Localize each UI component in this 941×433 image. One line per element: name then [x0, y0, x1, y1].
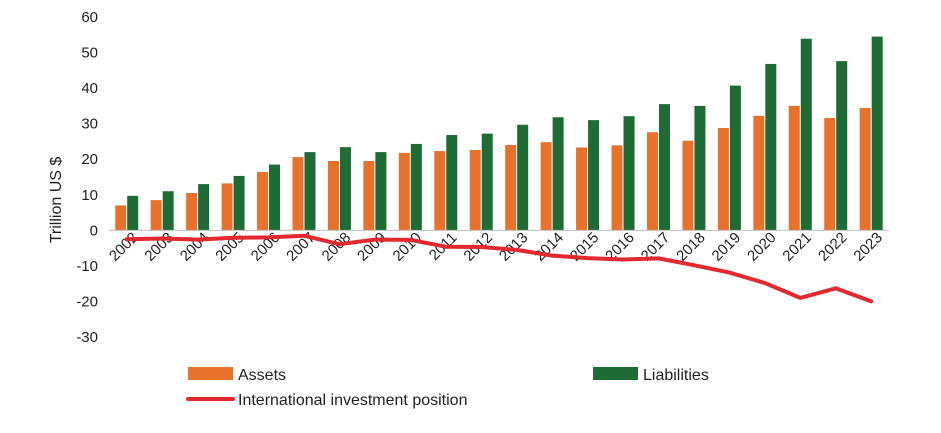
x-tick-label: 2014 [531, 229, 567, 265]
legend-label-assets: Assets [238, 367, 286, 384]
y-tick-label: 30 [81, 116, 98, 133]
bar-liabilities [481, 133, 493, 231]
x-tick-label: 2006 [248, 229, 284, 265]
bar-liabilities [552, 117, 564, 231]
x-tick-label: 2004 [177, 229, 213, 265]
bar-assets [434, 151, 446, 231]
bar-assets [115, 205, 127, 231]
bar-assets [859, 108, 871, 231]
bar-assets [150, 200, 162, 231]
legend: Assets Liabilities International investm… [186, 367, 709, 409]
bar-liabilities [588, 120, 600, 231]
y-tick-label: 50 [81, 45, 98, 62]
x-tick-label: 2009 [354, 229, 390, 265]
bar-liabilities [765, 63, 777, 231]
y-tick-label: 10 [81, 187, 98, 204]
bar-assets [186, 193, 198, 231]
legend-swatch-liabilities [593, 367, 638, 380]
bar-assets [753, 115, 765, 231]
y-tick-label: -30 [76, 329, 98, 346]
bar-liabilities [162, 191, 174, 231]
bar-liabilities [694, 105, 706, 231]
bar-assets [505, 145, 517, 231]
bar-liabilities [339, 147, 351, 231]
bar-assets [682, 140, 694, 231]
bars [115, 36, 883, 231]
y-tick-label: -10 [76, 258, 98, 275]
bar-liabilities [410, 143, 422, 231]
y-axis-label: Trillion US $ [48, 157, 65, 244]
bar-liabilities [233, 175, 245, 231]
x-tick-label: 2019 [709, 229, 745, 265]
x-tick-label: 2008 [319, 229, 355, 265]
bar-liabilities [375, 152, 387, 231]
x-tick-label: 2002 [106, 229, 142, 265]
legend-label-iip: International investment position [238, 392, 467, 409]
bar-liabilities [269, 164, 281, 231]
bar-assets [363, 161, 375, 231]
x-tick-label: 2018 [673, 229, 709, 265]
y-tick-label: 60 [81, 9, 98, 26]
bar-assets [540, 142, 552, 231]
x-tick-label: 2003 [141, 229, 177, 265]
bar-liabilities [517, 124, 529, 231]
bar-liabilities [198, 184, 210, 231]
bar-assets [824, 117, 836, 231]
bar-liabilities [127, 195, 139, 231]
x-tick-label: 2021 [779, 229, 815, 265]
bar-liabilities [658, 104, 670, 231]
y-axis-ticks: 60 50 40 30 20 10 0 -10 -20 -30 [76, 9, 98, 346]
bar-assets [398, 152, 410, 231]
iip-line-group [124, 233, 874, 304]
bar-assets [327, 161, 339, 231]
x-tick-label: 2010 [390, 229, 426, 265]
bar-assets [717, 127, 729, 231]
bar-assets [469, 149, 481, 231]
y-tick-label: 0 [90, 222, 98, 239]
bar-assets [646, 132, 658, 231]
bar-assets [257, 172, 269, 231]
bar-assets [221, 183, 233, 231]
series-line-iip [124, 233, 874, 304]
bar-liabilities [623, 116, 635, 231]
bar-liabilities [871, 36, 883, 231]
bar-assets [576, 147, 588, 231]
y-tick-label: 40 [81, 80, 98, 97]
x-tick-label: 2020 [744, 229, 780, 265]
bar-liabilities [729, 85, 741, 231]
legend-swatch-assets [188, 367, 233, 380]
legend-label-liabilities: Liabilities [643, 367, 709, 384]
x-tick-label: 2022 [815, 229, 851, 265]
bar-liabilities [836, 61, 848, 231]
y-tick-label: -20 [76, 293, 98, 310]
bar-assets [292, 157, 304, 231]
x-tick-label: 2005 [212, 229, 248, 265]
bar-liabilities [446, 135, 458, 231]
bar-assets [611, 145, 623, 231]
y-tick-label: 20 [81, 151, 98, 168]
bar-liabilities [304, 152, 316, 231]
bar-liabilities [800, 38, 812, 231]
x-tick-label: 2023 [850, 229, 886, 265]
bar-assets [788, 105, 800, 231]
